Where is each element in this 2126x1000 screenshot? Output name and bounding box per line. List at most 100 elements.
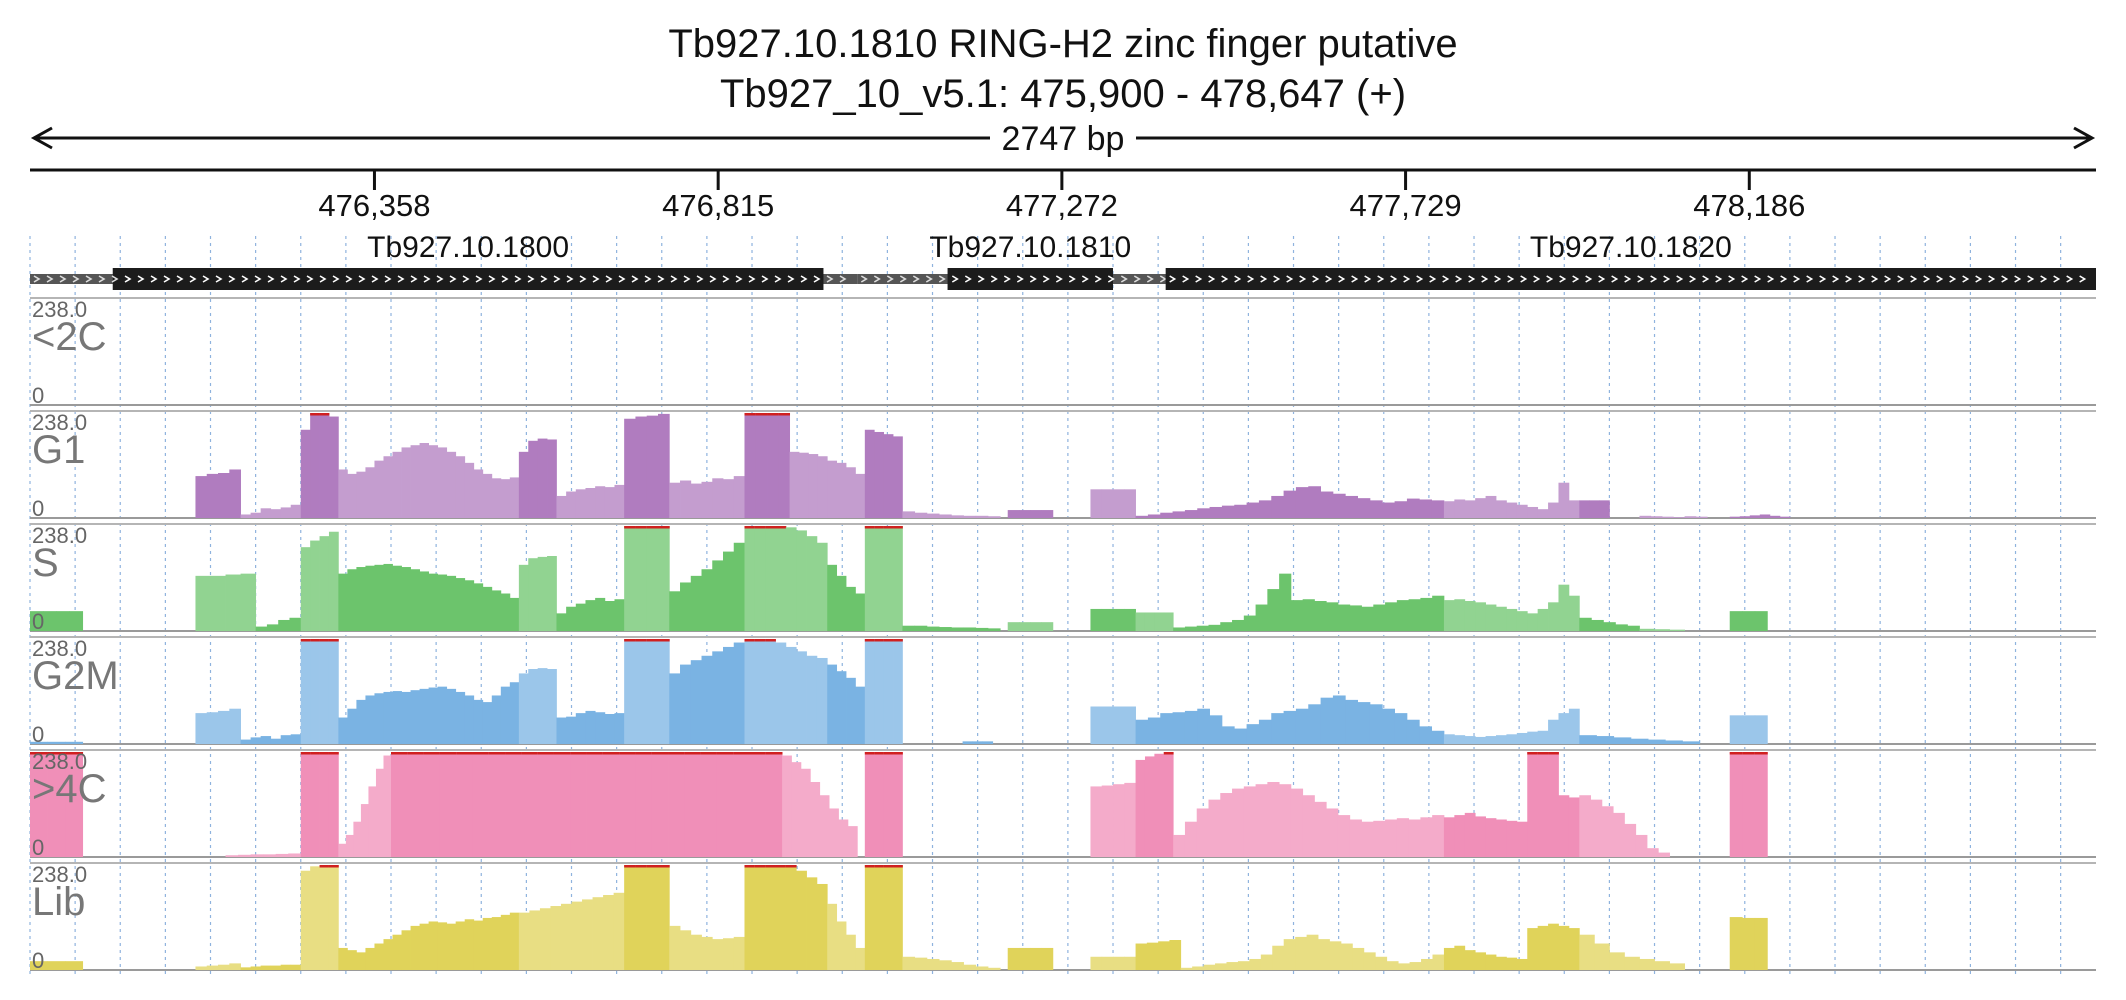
strand-arrow [254, 275, 262, 283]
strand-arrow [2066, 275, 2074, 283]
coverage-bar [518, 564, 529, 631]
coverage-bar [556, 613, 567, 631]
coverage-bar [521, 752, 539, 857]
coverage-bar [1516, 958, 1528, 970]
clip-marker [765, 752, 783, 755]
clip-marker [310, 639, 320, 642]
strand-arrow [938, 275, 946, 283]
strand-arrow [1169, 275, 1177, 283]
coverage-bar [328, 531, 339, 631]
coverage-bar [1279, 784, 1292, 857]
coverage-bar [518, 673, 529, 744]
coverage-bar [1682, 741, 1701, 744]
coverage-bar [482, 702, 493, 744]
strand-arrow [1858, 275, 1866, 283]
coverage-bar [419, 923, 430, 970]
coverage-bar [1406, 719, 1420, 744]
gene-feature[interactable]: Tb927.10.1800 [30, 231, 858, 290]
strand-arrow [1910, 275, 1918, 283]
coverage-bar [491, 478, 502, 518]
coverage-bar [1271, 495, 1284, 518]
clip-marker [893, 752, 903, 755]
coverage-bar [500, 479, 511, 518]
track-range-max: 238.0 [32, 523, 87, 548]
clip-marker [893, 865, 903, 868]
coverage-bar [775, 526, 787, 631]
coverage-bar [195, 476, 208, 518]
coverage-bar [1396, 818, 1410, 857]
clip-marker [328, 865, 339, 868]
coverage-bar [260, 736, 272, 744]
coverage-bar [1184, 626, 1198, 631]
coverage-bar [939, 514, 952, 518]
clip-marker [1729, 752, 1743, 755]
coverage-bar [260, 965, 272, 970]
clip-marker [635, 752, 653, 755]
coverage-bar [437, 922, 448, 970]
strand-arrow [1702, 275, 1710, 283]
strand-arrow [475, 275, 483, 283]
coverage-bar [975, 966, 989, 970]
coverage-bar [1147, 717, 1161, 744]
coverage-bar [778, 413, 791, 518]
coverage-bar [528, 669, 539, 744]
coverage-bar [855, 593, 866, 631]
gene-feature[interactable]: Tb927.10.1810 [857, 231, 1196, 290]
coverage-bar [1337, 815, 1351, 857]
clip-marker [754, 865, 766, 868]
coverage-bar [1647, 848, 1659, 857]
clip-marker [635, 865, 648, 868]
gene-feature[interactable]: Tb927.10.1820 [1165, 231, 2096, 290]
coverage-bar [847, 826, 858, 857]
coverage-bar [528, 558, 539, 631]
coverage-bar [392, 934, 402, 970]
coverage-bar [360, 804, 369, 857]
strand-arrow [1507, 275, 1515, 283]
coverage-bar [1196, 625, 1209, 631]
coverage-bar [624, 526, 636, 631]
strand-arrow [2027, 275, 2035, 283]
coverage-bar [864, 429, 875, 518]
coverage-bar [744, 865, 756, 970]
coverage-bar [592, 897, 604, 970]
coverage-bar [1337, 604, 1351, 631]
coverage-bar [229, 469, 241, 518]
coverage-bar [701, 655, 713, 744]
coverage-bar [1579, 500, 1590, 518]
coverage-bar [1464, 950, 1476, 970]
coverage-bar [1154, 612, 1165, 631]
coverage-bar [65, 752, 84, 857]
coverage-bar [1144, 756, 1155, 857]
clip-marker [883, 865, 894, 868]
coverage-bar [893, 865, 903, 970]
strand-arrow [1494, 275, 1502, 283]
strand-arrow [1429, 275, 1437, 283]
clip-marker [744, 526, 756, 529]
coverage-bar [1537, 509, 1549, 518]
coverage-bar [539, 908, 551, 970]
coverage-bar [428, 687, 439, 744]
coverage-bar [270, 509, 282, 518]
coverage-bar [1496, 735, 1507, 744]
coverage-bar [723, 938, 735, 970]
coverage-bar [799, 452, 809, 518]
coverage-bar [1030, 510, 1042, 518]
coverage-bar [982, 741, 994, 744]
strand-arrow [72, 275, 80, 283]
coverage-bar [570, 752, 587, 857]
coverage-bar [765, 865, 776, 970]
coverage-bar [1630, 738, 1649, 744]
coverage-bar [529, 910, 541, 970]
coverage-bar [1454, 735, 1466, 744]
coverage-bar [1197, 508, 1210, 518]
coverage-bar [1144, 612, 1155, 631]
coverage-bar [356, 699, 366, 744]
coverage-bar [464, 462, 475, 518]
clip-marker [749, 752, 767, 755]
coverage-bar [657, 865, 670, 970]
coverage-bar [800, 768, 811, 857]
clip-marker [488, 752, 506, 755]
coverage-bar [874, 431, 885, 518]
coverage-bar [690, 934, 702, 970]
clip-marker [300, 752, 311, 755]
